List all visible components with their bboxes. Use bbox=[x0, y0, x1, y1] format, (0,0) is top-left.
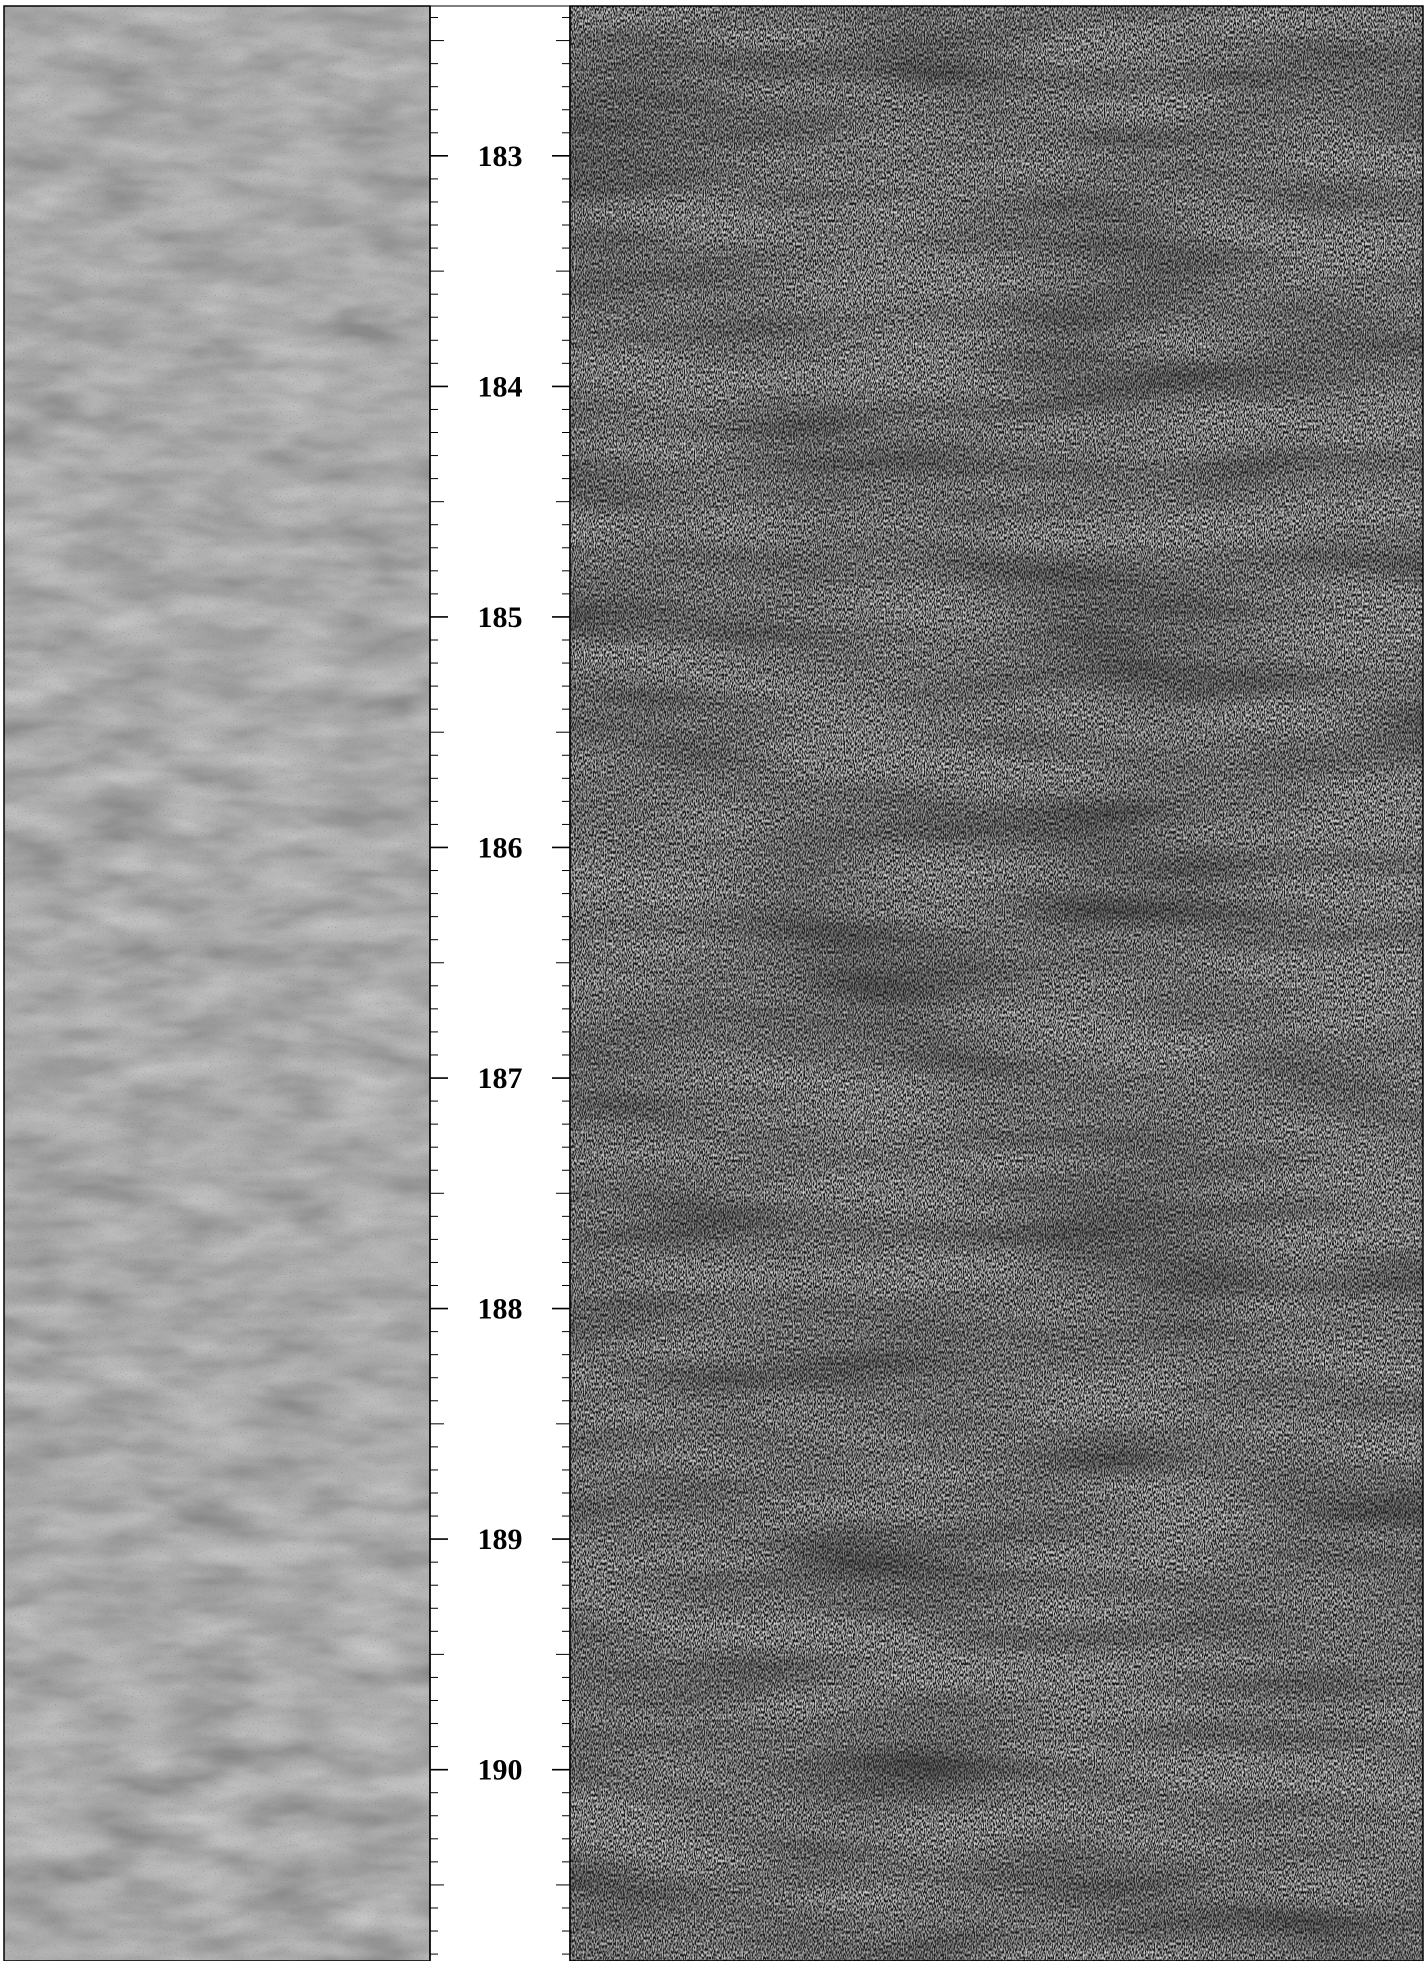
depth-labels: 183 184 185 186 187 188 189 190 bbox=[478, 140, 523, 1787]
depth-label: 185 bbox=[478, 601, 523, 634]
depth-label: 190 bbox=[478, 1754, 523, 1787]
depth-ticks bbox=[430, 17, 570, 1955]
right-image-border bbox=[569, 5, 1424, 1961]
left-image-panel bbox=[4, 6, 430, 1961]
depth-label: 186 bbox=[478, 831, 523, 864]
depth-track: 183 184 185 186 187 188 189 190 bbox=[429, 5, 571, 1961]
left-image-track bbox=[3, 5, 431, 1961]
depth-label: 187 bbox=[478, 1062, 523, 1095]
depth-label: 184 bbox=[478, 370, 523, 403]
depth-label: 188 bbox=[478, 1293, 523, 1326]
right-image-track bbox=[569, 5, 1424, 1961]
depth-label: 189 bbox=[478, 1523, 523, 1556]
right-image-panel bbox=[570, 6, 1423, 1961]
depth-label: 183 bbox=[478, 140, 523, 173]
